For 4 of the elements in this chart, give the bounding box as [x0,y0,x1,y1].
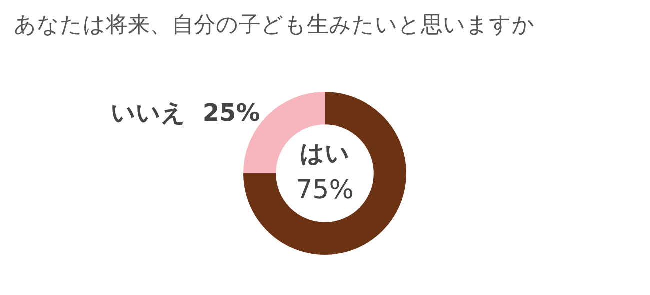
slice-label: はい [300,140,350,168]
data-label: 75% [296,175,354,206]
chart-title: あなたは将来、自分の子ども生みたいと思いますか [14,12,535,40]
slice-label: いいえ 25% [111,99,260,128]
